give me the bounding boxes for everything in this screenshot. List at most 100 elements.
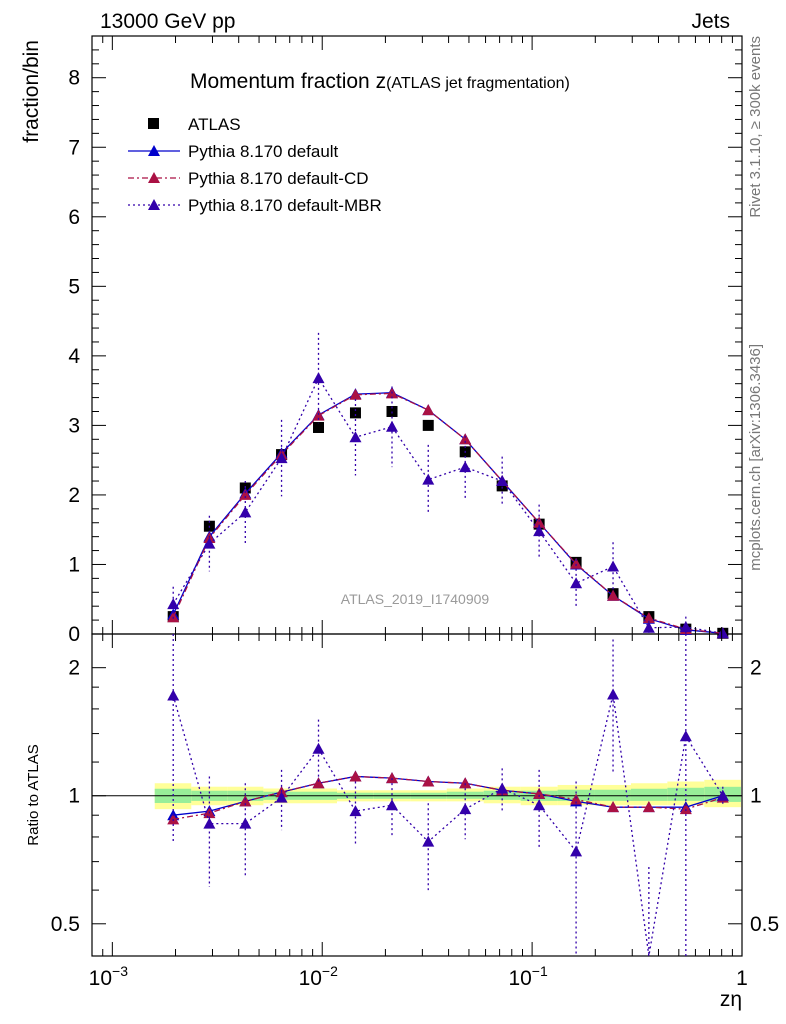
x-tick-label: 10−2 bbox=[299, 963, 339, 990]
main-pythia-8-170-default-mbr-marker bbox=[167, 598, 180, 610]
main-atlas-marker bbox=[349, 407, 361, 419]
main-pythia-8-170-default-mbr-marker bbox=[312, 372, 325, 384]
ratio-pythia-8-170-default-cd-marker bbox=[459, 777, 472, 789]
main-pythia-8-170-default-cd-marker bbox=[312, 409, 325, 421]
ratio-frame bbox=[91, 633, 743, 957]
y-tick-label: 2 bbox=[68, 484, 80, 507]
y-tick-label: 8 bbox=[68, 67, 80, 90]
ratio-pythia-8-170-default-mbr-marker bbox=[533, 799, 546, 811]
main-pythia-8-170-default-mbr-marker bbox=[275, 452, 288, 464]
ratio-pythia-8-170-default-cd-line bbox=[173, 775, 723, 820]
x-tick-label-exponent: −3 bbox=[112, 963, 128, 979]
x-tick-label-base: 10 bbox=[508, 967, 531, 990]
main-pythia-8-170-default-cd-marker bbox=[422, 404, 435, 416]
legend-atlas-label: ATLAS bbox=[188, 115, 241, 134]
ratio-pythia-8-170-default-mbr-line bbox=[172, 694, 724, 957]
rivet-label: Rivet 3.1.10, ≥ 300k events bbox=[747, 36, 764, 218]
main-title: Momentum fraction z(ATLAS jet fragmentat… bbox=[190, 70, 570, 93]
main-title-sub: (ATLAS jet fragmentation) bbox=[386, 75, 570, 92]
ratio-pythia-8-170-default-cd-marker bbox=[239, 795, 252, 807]
ratio-pythia-8-170-default-mbr-marker bbox=[716, 789, 729, 801]
y-tick-label: 6 bbox=[68, 206, 80, 229]
main-pythia-8-170-default-cd-marker bbox=[570, 557, 583, 569]
x-tick-label-exponent: −1 bbox=[532, 963, 548, 979]
main-pythia-8-170-default-mbr-marker bbox=[496, 475, 509, 487]
ratio-pythia-8-170-default-mbr-marker bbox=[679, 730, 692, 742]
ratio-pythia-8-170-default-cd-marker bbox=[679, 803, 692, 815]
watermark-label: ATLAS_2019_I1740909 bbox=[341, 591, 490, 607]
y-tick-label: 7 bbox=[68, 136, 80, 159]
x-tick-label: 10−3 bbox=[89, 963, 129, 990]
ratio-pythia-8-170-default-cd-marker bbox=[533, 787, 546, 799]
ratio-pythia-8-170-default-mbr-marker bbox=[496, 782, 509, 794]
y-tick-label: 3 bbox=[68, 414, 80, 437]
main-pythia-8-170-default-mbr-marker bbox=[203, 537, 216, 549]
x-tick-label-exponent: −2 bbox=[322, 963, 338, 979]
ratio-pythia-8-170-default-cd-marker bbox=[570, 793, 583, 805]
ratio-pythia-8-170-default-cd-marker bbox=[642, 801, 655, 813]
main-pythia-8-170-default-cd-marker bbox=[642, 612, 655, 624]
source-label: mcplots.cern.ch [arXiv:1306.3436] bbox=[747, 344, 764, 571]
ratio-y-tick-label-right: 1 bbox=[750, 785, 762, 808]
main-pythia-8-170-default-cd-marker bbox=[349, 388, 362, 400]
ratio-y-tick-label-right: 2 bbox=[750, 657, 762, 680]
ratio-pythia-8-170-default-cd-marker bbox=[386, 772, 399, 784]
main-pythia-8-170-default-mbr-marker bbox=[716, 627, 729, 639]
main-pythia-8-170-default-mbr-marker bbox=[533, 525, 546, 537]
ratio-y-tick-label: 1 bbox=[68, 785, 80, 808]
x-tick-label-base: 10 bbox=[299, 967, 322, 990]
ratio-pythia-8-170-default-cd-marker bbox=[607, 801, 620, 813]
main-pythia-8-170-default-mbr-marker bbox=[239, 506, 252, 518]
y-tick-label: 4 bbox=[68, 345, 80, 368]
ratio-y-tick-label: 0.5 bbox=[51, 913, 80, 936]
ratio-pythia-8-170-default-mbr-marker bbox=[275, 791, 288, 803]
main-pythia-8-170-default-mbr-marker bbox=[607, 560, 620, 572]
ratio-y-axis-label: Ratio to ATLAS bbox=[25, 744, 42, 845]
x-tick-label: 10−1 bbox=[508, 963, 548, 990]
main-atlas-marker bbox=[422, 419, 434, 431]
y-tick-label: 0 bbox=[68, 623, 80, 646]
main-pythia-8-170-default-mbr-line bbox=[172, 376, 723, 634]
legend-pythia-8-170-default-label: Pythia 8.170 default bbox=[188, 142, 339, 161]
x-tick-label-base: 10 bbox=[89, 967, 112, 990]
main-pythia-8-170-default-mbr-marker bbox=[642, 621, 655, 633]
ratio-pythia-8-170-default-cd-marker bbox=[312, 777, 325, 789]
legend-pythia-8-170-default-mbr-label: Pythia 8.170 default-MBR bbox=[188, 196, 382, 215]
y-axis-label: fraction/bin bbox=[20, 40, 43, 143]
main-pythia-8-170-default-mbr-marker bbox=[570, 577, 583, 589]
main-pythia-8-170-default-cd-marker bbox=[239, 488, 252, 500]
ratio-pythia-8-170-default-mbr-marker bbox=[349, 805, 362, 817]
legend-pythia-8-170-default-cd-swatch bbox=[148, 172, 160, 183]
main-pythia-8-170-default-cd-marker bbox=[459, 433, 472, 445]
main-pythia-8-170-default-mbr-marker bbox=[349, 431, 362, 443]
ratio-pythia-8-170-default-mbr-marker bbox=[422, 835, 435, 847]
y-tick-label: 1 bbox=[68, 553, 80, 576]
main-pythia-8-170-default-cd-line bbox=[172, 392, 723, 634]
main-pythia-8-170-default-mbr-marker bbox=[459, 461, 472, 473]
ratio-pythia-8-170-default-mbr-marker bbox=[312, 742, 325, 754]
y-tick-label: 5 bbox=[68, 275, 80, 298]
ratio-y-tick-label: 2 bbox=[68, 657, 80, 680]
ratio-pythia-8-170-default-cd-marker bbox=[422, 775, 435, 787]
main-pythia-8-170-default-mbr-marker bbox=[679, 621, 692, 633]
legend-pythia-8-170-default-swatch bbox=[148, 145, 160, 156]
ratio-pythia-8-170-default-cd-marker bbox=[349, 770, 362, 782]
ratio-pythia-8-170-default-mbr-marker bbox=[203, 817, 216, 829]
x-tick-label-base: 1 bbox=[736, 967, 748, 990]
ratio-pythia-8-170-default-mbr-marker bbox=[239, 817, 252, 829]
x-axis-label: zη bbox=[720, 988, 742, 1011]
main-atlas-marker bbox=[313, 421, 325, 433]
header-left: 13000 GeV pp bbox=[100, 10, 235, 33]
main-pythia-8-170-default-cd-marker bbox=[607, 589, 620, 601]
x-tick-label: 1 bbox=[736, 967, 748, 990]
ratio-y-tick-label-right: 0.5 bbox=[750, 913, 779, 936]
ratio-pythia-8-170-default-mbr-marker bbox=[386, 799, 399, 811]
ratio-pythia-8-170-default-mbr-marker bbox=[570, 845, 583, 857]
main-pythia-8-170-default-cd-marker bbox=[533, 516, 546, 528]
ratio-pythia-8-170-default-mbr-marker bbox=[167, 689, 180, 701]
main-pythia-8-170-default-mbr-marker bbox=[386, 420, 399, 432]
main-title-main: Momentum fraction z bbox=[190, 70, 386, 93]
header-right: Jets bbox=[691, 10, 730, 33]
legend-pythia-8-170-default-mbr-swatch bbox=[148, 199, 160, 210]
